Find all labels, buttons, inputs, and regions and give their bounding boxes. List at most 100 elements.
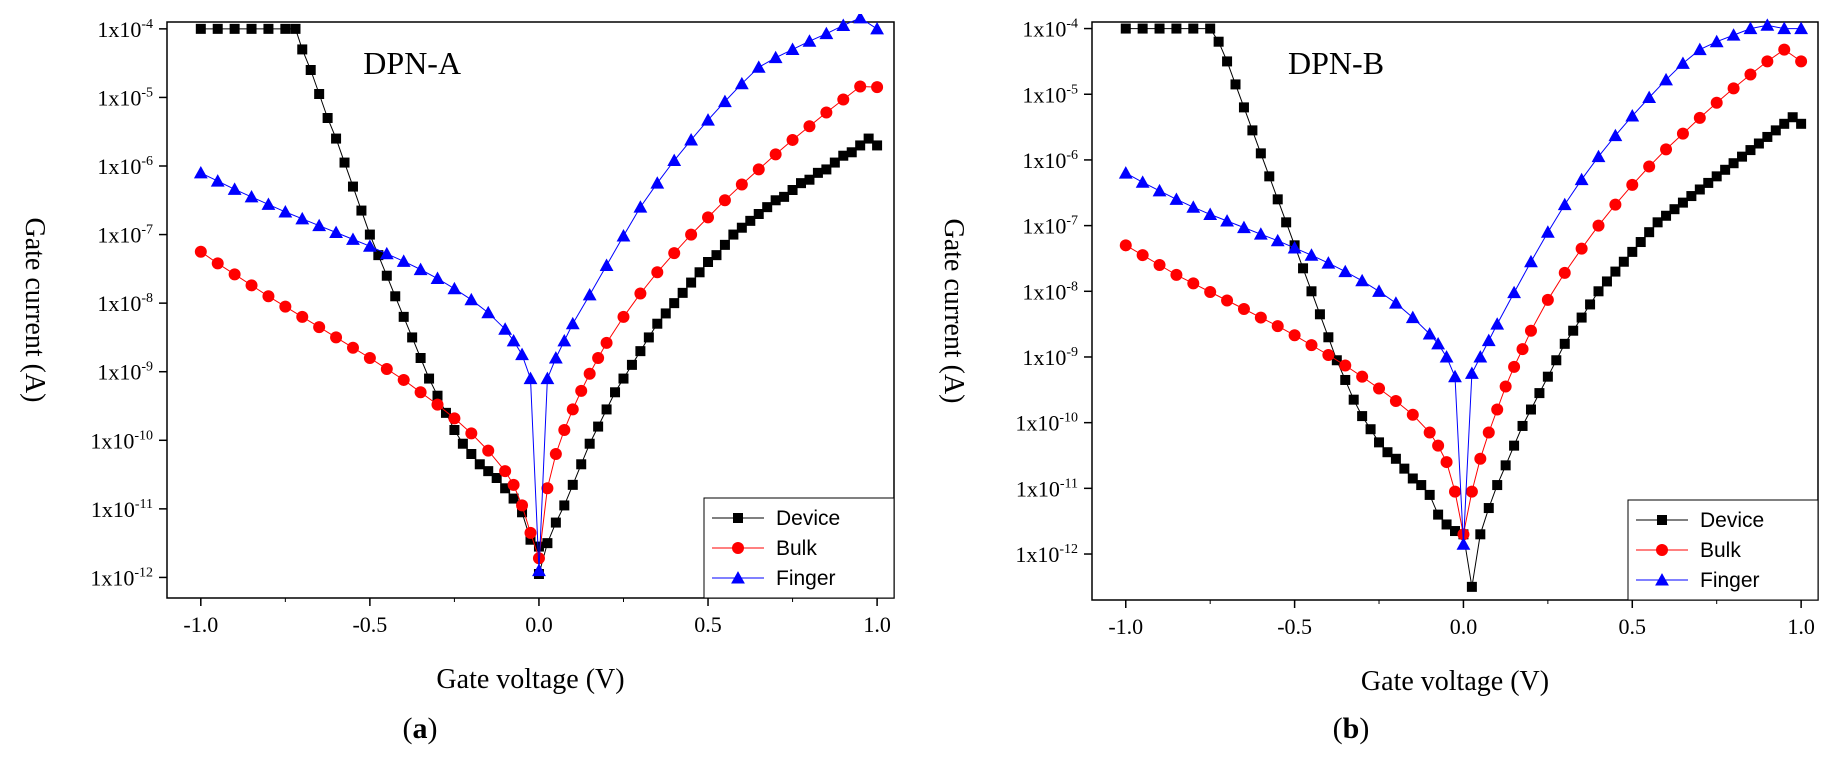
data-point	[863, 133, 874, 144]
series-bulk	[194, 80, 884, 565]
data-point	[548, 351, 563, 364]
data-point	[1466, 581, 1477, 592]
y-tick-mantissa: 1x10	[97, 360, 141, 385]
data-point	[1762, 131, 1773, 142]
legend-marker	[732, 542, 744, 554]
plot-area	[1118, 18, 1809, 592]
data-point	[1464, 366, 1479, 379]
data-point	[295, 211, 310, 225]
data-point	[466, 449, 477, 459]
data-point	[500, 483, 511, 494]
data-point	[532, 563, 546, 577]
data-point	[244, 189, 259, 203]
data-point	[1357, 411, 1368, 422]
data-point	[803, 120, 816, 133]
series-bulk	[1119, 43, 1808, 541]
data-point	[330, 331, 343, 344]
data-point	[1304, 248, 1319, 261]
legend: Device Bulk Finger	[703, 497, 895, 599]
data-point	[1120, 23, 1131, 34]
data-point	[669, 298, 680, 309]
data-point	[1221, 294, 1234, 307]
data-point	[786, 133, 799, 146]
data-point	[1760, 18, 1775, 31]
data-point	[701, 113, 715, 126]
data-point	[1450, 526, 1460, 537]
y-tick-mantissa: 1x10	[1015, 411, 1059, 436]
data-point	[1204, 285, 1217, 298]
plot-frame	[166, 21, 895, 599]
data-point	[1264, 171, 1275, 182]
y-tick-mantissa: 1x10	[90, 565, 134, 590]
data-point	[718, 194, 731, 207]
data-point	[1372, 284, 1386, 297]
y-tick-mantissa: 1x10	[1022, 148, 1066, 173]
data-point	[263, 23, 274, 34]
data-point	[1247, 125, 1258, 136]
data-point	[1205, 23, 1216, 34]
series-line	[200, 17, 878, 571]
data-point	[1652, 217, 1663, 228]
data-point	[1778, 43, 1791, 56]
data-point	[1686, 191, 1697, 202]
data-point	[829, 157, 840, 168]
data-point	[703, 257, 714, 267]
data-point	[297, 44, 308, 55]
data-point	[616, 229, 631, 242]
legend-marker	[731, 571, 745, 584]
data-point	[491, 473, 502, 483]
data-point	[626, 359, 637, 370]
y-tick-label: 1x10-5	[97, 85, 153, 110]
data-point	[1659, 72, 1673, 86]
y-tick-mantissa: 1x10	[97, 291, 141, 316]
legend: Device Bulk Finger	[1627, 499, 1819, 601]
data-point	[1644, 227, 1655, 238]
data-point	[1643, 160, 1656, 173]
legend-label: Finger	[776, 567, 836, 590]
data-point	[1382, 447, 1393, 458]
data-point	[1728, 158, 1739, 169]
data-point	[751, 60, 766, 73]
data-point	[762, 202, 773, 213]
data-point	[652, 318, 663, 329]
data-point	[1491, 403, 1504, 416]
y-tick-label: 1x10-5	[1022, 82, 1078, 107]
data-point	[1322, 349, 1335, 362]
data-point	[1726, 28, 1741, 41]
data-point	[1405, 310, 1420, 324]
data-point	[1220, 214, 1234, 227]
data-point	[1692, 42, 1707, 56]
y-tick-exponent: -6	[141, 154, 153, 169]
data-point	[362, 239, 377, 252]
data-point	[667, 153, 682, 167]
data-point	[1483, 503, 1494, 514]
data-point	[1439, 350, 1454, 363]
data-point	[1541, 293, 1554, 306]
data-point	[1540, 225, 1555, 238]
data-point	[398, 311, 409, 322]
data-point	[331, 133, 342, 144]
data-point	[684, 133, 699, 146]
data-point	[499, 465, 512, 478]
data-point	[1474, 452, 1487, 465]
data-point	[719, 239, 730, 250]
data-point	[380, 362, 393, 375]
data-point	[1525, 404, 1536, 415]
data-point	[1281, 217, 1292, 228]
x-tick-label: 0.0	[1450, 614, 1478, 639]
data-point	[424, 373, 435, 384]
data-point	[592, 352, 605, 364]
data-point	[1422, 327, 1437, 340]
data-point	[854, 80, 867, 93]
data-point	[677, 287, 688, 298]
data-point	[576, 459, 587, 470]
data-point	[1137, 23, 1148, 34]
y-tick-mantissa: 1x10	[1015, 542, 1059, 567]
data-point	[1389, 296, 1403, 309]
data-point	[694, 267, 705, 278]
data-point	[1509, 440, 1520, 451]
data-point	[1423, 426, 1436, 439]
caption-a: (a)	[402, 712, 438, 745]
data-point	[872, 140, 883, 151]
data-point	[583, 367, 596, 380]
